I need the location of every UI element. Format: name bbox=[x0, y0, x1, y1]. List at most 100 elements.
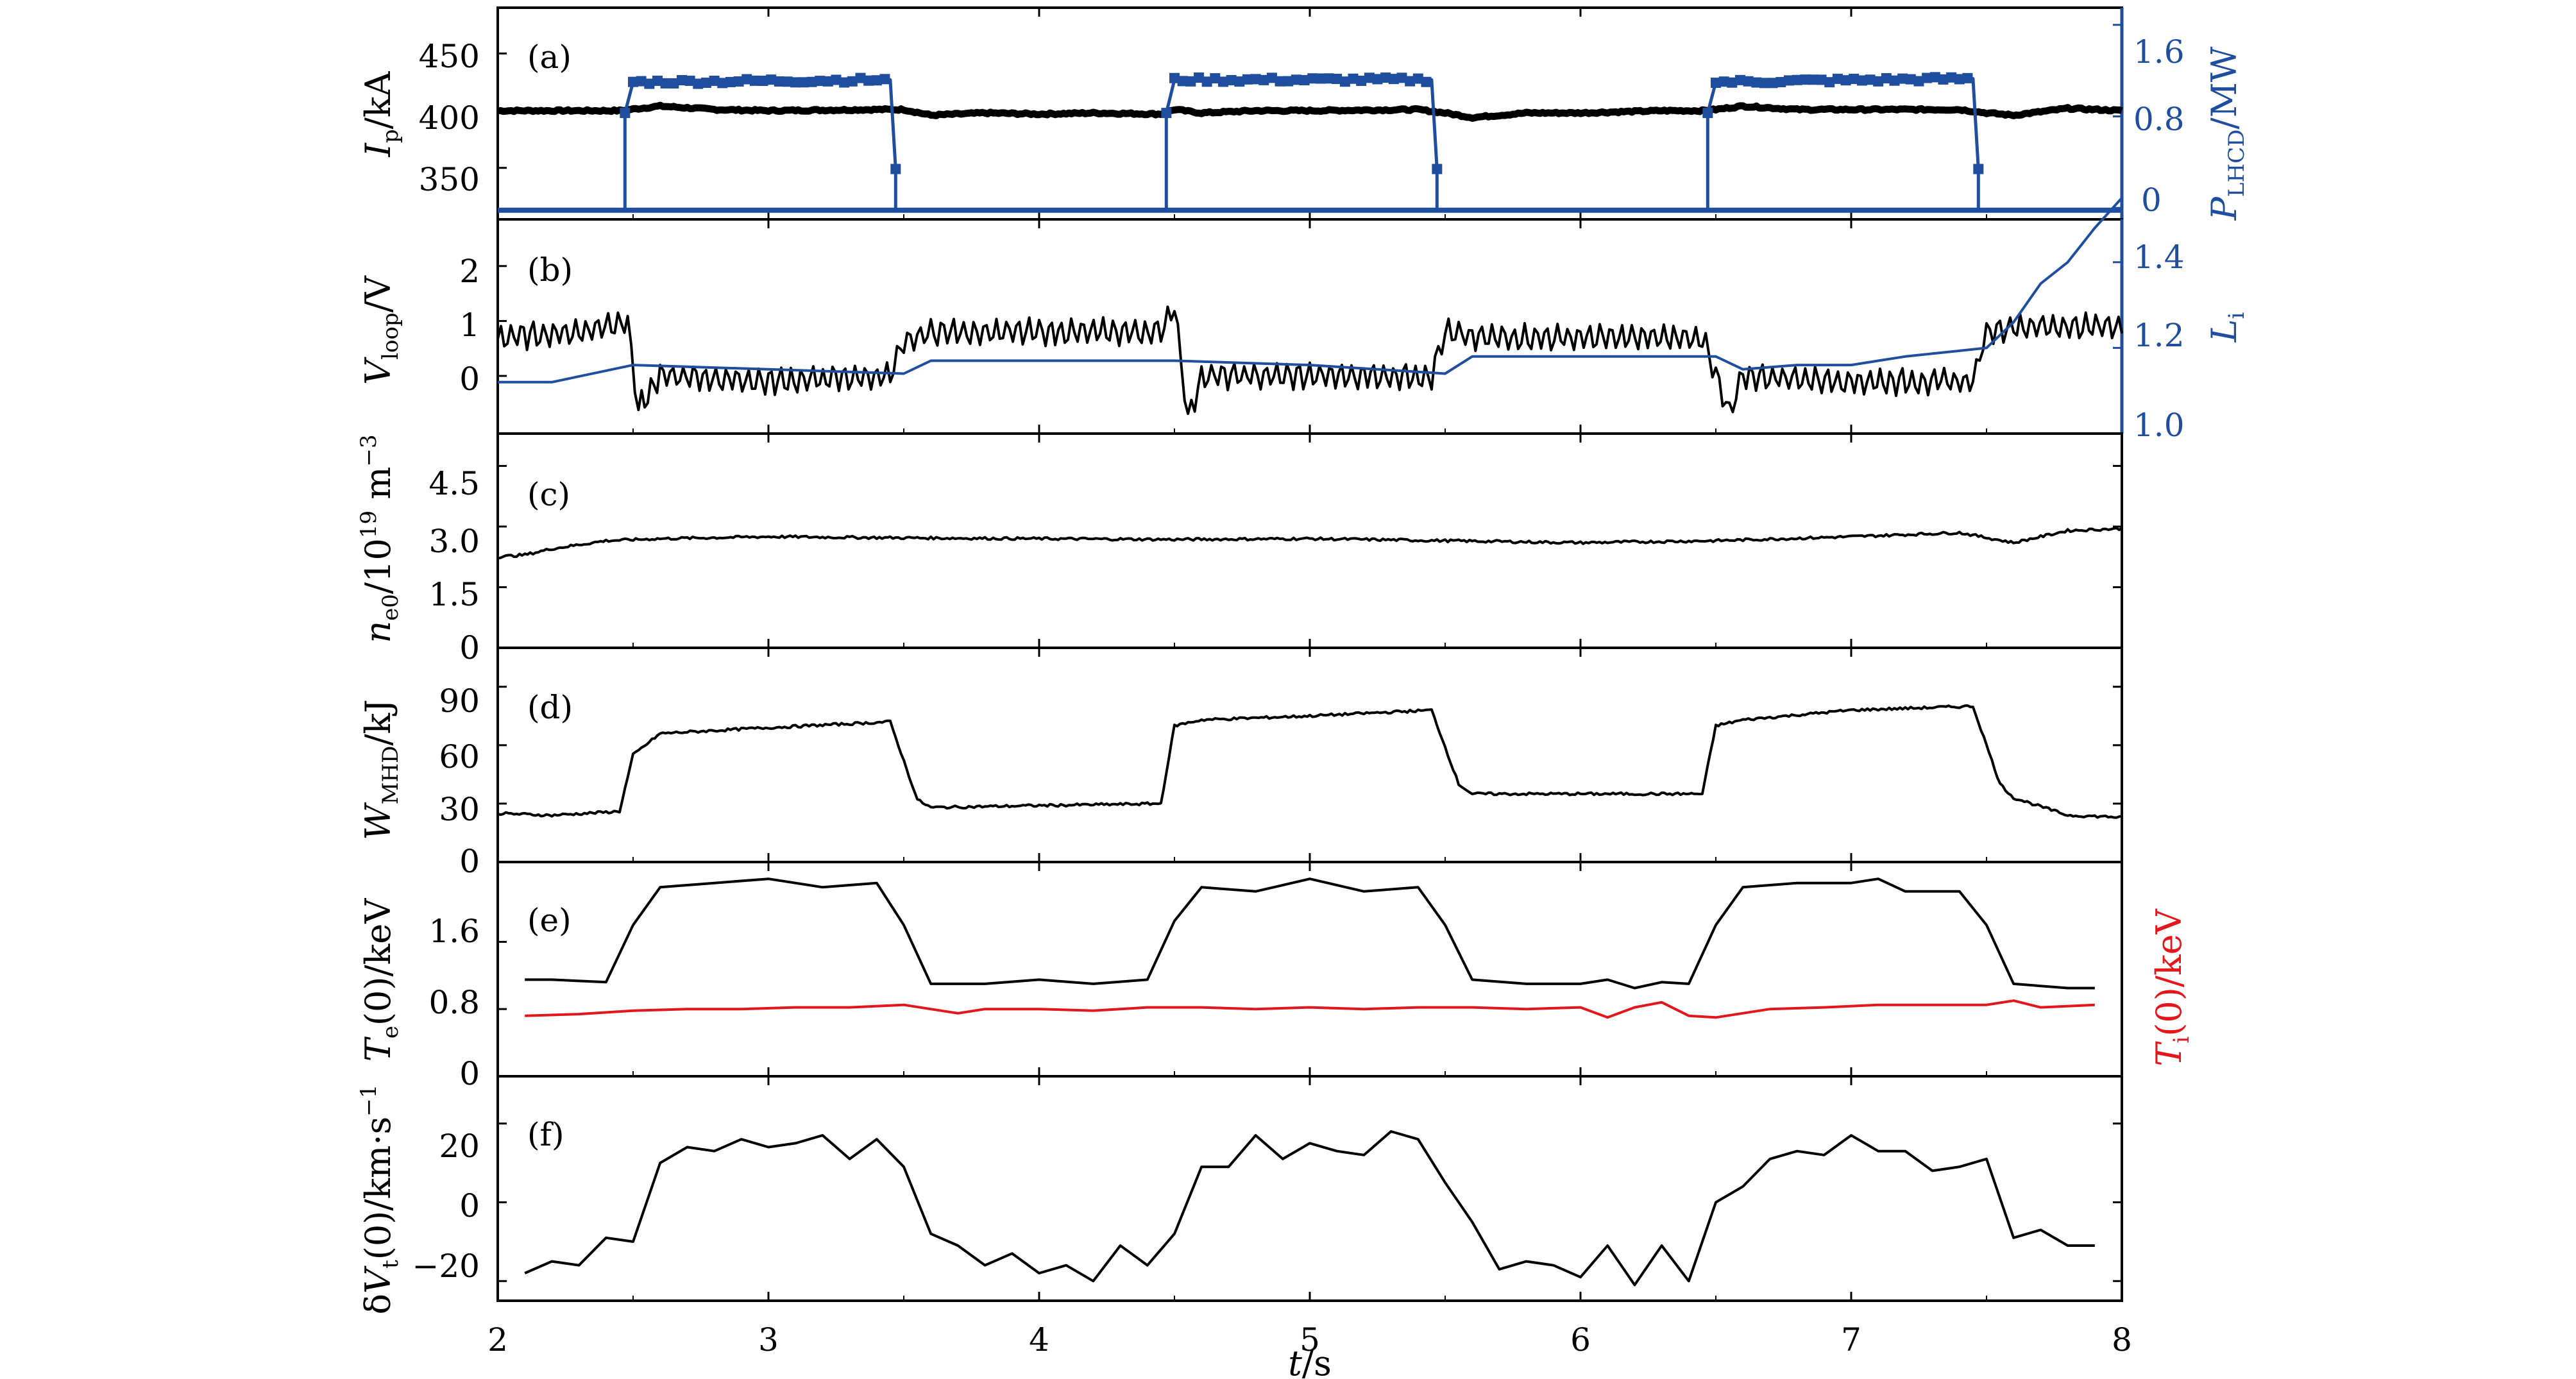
series-marker bbox=[1905, 74, 1916, 85]
series-marker bbox=[725, 76, 736, 87]
y-axis-label-ne0: ne0/1019 m−3 bbox=[356, 434, 403, 643]
y-tick-a-left-0: 350 bbox=[419, 161, 480, 198]
panel-b bbox=[496, 197, 2124, 435]
series-marker bbox=[1307, 73, 1318, 84]
series-marker bbox=[798, 77, 809, 88]
series-marker bbox=[1816, 74, 1827, 85]
series-marker bbox=[660, 78, 671, 89]
x-tick-label-4: 6 bbox=[1570, 1321, 1591, 1358]
series-marker bbox=[1380, 72, 1391, 83]
series-marker bbox=[709, 75, 720, 86]
series-marker bbox=[1364, 72, 1375, 83]
series-marker bbox=[1727, 77, 1738, 88]
series-marker bbox=[1929, 72, 1940, 83]
series-marker bbox=[652, 75, 663, 86]
panel-e bbox=[496, 861, 2123, 1078]
series-marker bbox=[1792, 74, 1802, 85]
series-marker bbox=[1421, 76, 1432, 87]
series-marker bbox=[758, 76, 768, 87]
series-marker bbox=[1767, 78, 1778, 89]
series-line-0 bbox=[524, 1130, 2095, 1287]
series-marker bbox=[839, 77, 850, 88]
series-marker bbox=[620, 108, 631, 119]
series-marker bbox=[628, 76, 638, 87]
series-marker bbox=[1759, 78, 1770, 89]
series-marker bbox=[1315, 73, 1326, 84]
series-marker bbox=[1201, 76, 1212, 87]
series-marker bbox=[815, 76, 826, 87]
x-tick-label-5: 7 bbox=[1841, 1321, 1861, 1358]
y-axis-label-vloop: Vloop/V bbox=[358, 275, 403, 385]
series-marker bbox=[1718, 76, 1729, 87]
series-marker bbox=[1275, 76, 1285, 87]
series-marker bbox=[693, 78, 704, 89]
series-marker bbox=[1332, 74, 1343, 85]
y-axis-label-plhcd[interactable]: PLHCD/MW bbox=[2204, 46, 2250, 221]
y-tick-e-left-2: 1.6 bbox=[428, 913, 480, 950]
series-marker bbox=[1258, 74, 1269, 85]
series-marker bbox=[1291, 74, 1301, 85]
panel-frame bbox=[496, 861, 2123, 1078]
panel-frame bbox=[496, 218, 2123, 435]
series-marker bbox=[1234, 76, 1245, 87]
y-tick-b-left-1: 1 bbox=[459, 307, 480, 344]
y-tick-c-left-3: 4.5 bbox=[428, 465, 480, 502]
series-line-1 bbox=[525, 999, 2095, 1019]
panel-frame bbox=[496, 432, 2123, 649]
panel-f bbox=[496, 1075, 2123, 1302]
series-marker bbox=[1250, 74, 1261, 85]
series-marker bbox=[676, 75, 687, 86]
y-tick-a-right-2: 1.6 bbox=[2133, 33, 2185, 71]
series-marker bbox=[1432, 164, 1443, 174]
series-marker bbox=[1946, 72, 1957, 83]
series-marker bbox=[700, 78, 711, 89]
series-line-0 bbox=[525, 877, 2095, 990]
series-marker bbox=[766, 74, 777, 85]
x-tick-label-3: 5 bbox=[1300, 1321, 1320, 1358]
panel-frame bbox=[496, 647, 2123, 863]
series-marker bbox=[1881, 72, 1892, 83]
series-marker bbox=[1865, 74, 1876, 85]
series-marker bbox=[871, 75, 882, 86]
series-marker bbox=[1783, 75, 1794, 86]
series-marker bbox=[1711, 78, 1721, 89]
x-tick-label-0: 2 bbox=[487, 1321, 508, 1358]
panel-tag-a: (a) bbox=[527, 38, 572, 76]
panel-tag-b: (b) bbox=[527, 251, 573, 289]
series-marker bbox=[822, 76, 833, 87]
series-marker bbox=[1702, 108, 1713, 119]
y-tick-c-left-2: 3.0 bbox=[428, 523, 480, 560]
y-axis-label-ti: Ti(0)/keV bbox=[2149, 908, 2194, 1066]
y-tick-f-left-0: −20 bbox=[412, 1248, 480, 1285]
series-marker bbox=[1897, 73, 1908, 84]
series-line-0 bbox=[497, 527, 2123, 560]
series-marker bbox=[1800, 74, 1811, 85]
series-marker bbox=[1954, 74, 1965, 85]
series-marker bbox=[1743, 76, 1754, 87]
series-marker bbox=[890, 164, 901, 174]
y-tick-b-right-2: 1.4 bbox=[2133, 239, 2185, 276]
series-marker bbox=[1808, 74, 1818, 85]
series-marker bbox=[790, 77, 801, 88]
series-line-0 bbox=[496, 305, 2123, 415]
series-marker bbox=[644, 78, 655, 89]
series-marker bbox=[741, 74, 752, 85]
series-marker bbox=[1824, 77, 1835, 88]
series-marker bbox=[1412, 73, 1423, 84]
y-axis-label-te: Te(0)/keV bbox=[358, 898, 403, 1062]
series-marker bbox=[1734, 74, 1745, 85]
panel-d bbox=[496, 647, 2123, 863]
y-tick-b-left-0: 0 bbox=[459, 360, 480, 398]
panel-tag-f: (f) bbox=[527, 1116, 564, 1153]
series-marker bbox=[1849, 73, 1860, 84]
series-marker bbox=[1913, 76, 1924, 87]
series-marker bbox=[1405, 76, 1416, 87]
panel-c bbox=[496, 432, 2123, 649]
series-marker bbox=[1388, 74, 1399, 85]
series-marker bbox=[1840, 75, 1851, 86]
series-marker bbox=[1193, 72, 1204, 83]
series-marker bbox=[1323, 73, 1334, 84]
y-tick-b-right-1: 1.2 bbox=[2133, 317, 2185, 354]
panel-a bbox=[496, 6, 2124, 221]
